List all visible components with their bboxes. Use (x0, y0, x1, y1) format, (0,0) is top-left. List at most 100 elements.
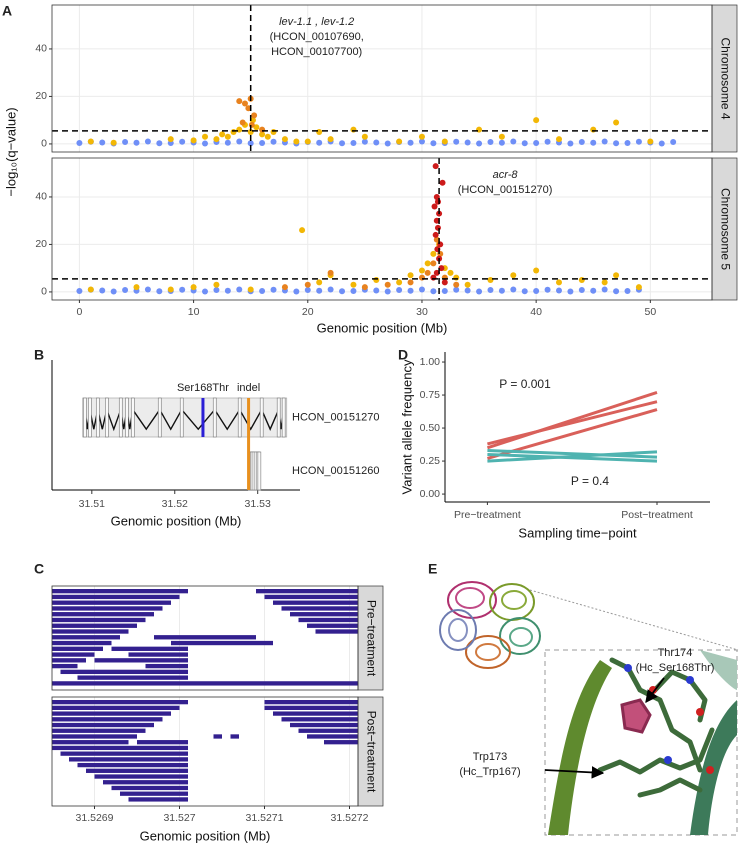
point (533, 267, 540, 274)
x-tick-label: 31.52 (162, 498, 188, 510)
read (52, 606, 163, 611)
panel-background (52, 158, 712, 300)
read (128, 652, 188, 657)
point (230, 129, 237, 136)
point (396, 279, 403, 286)
point (407, 272, 414, 279)
point (361, 133, 368, 140)
facet-strip (711, 157, 738, 301)
exon (237, 397, 242, 438)
read (52, 711, 171, 716)
point (350, 287, 357, 294)
point (167, 136, 174, 143)
point (498, 133, 505, 140)
read (137, 740, 188, 745)
point (396, 138, 403, 145)
point (521, 288, 528, 295)
x-tick-label: 0 (76, 306, 82, 318)
point (424, 260, 431, 267)
point (316, 287, 323, 294)
point (407, 279, 414, 286)
panel-label: D (398, 347, 408, 363)
point (202, 133, 209, 140)
intron (159, 409, 183, 431)
annotation: acr-8 (493, 169, 519, 181)
point (350, 126, 357, 133)
point (133, 139, 140, 146)
exon (125, 397, 129, 438)
point (533, 287, 540, 294)
point (190, 137, 197, 144)
point (213, 287, 220, 294)
panel-label: C (34, 561, 44, 577)
point (432, 231, 439, 238)
x-tick-label: Pre−treatment (454, 509, 521, 521)
exon (105, 397, 109, 438)
gene-body (82, 397, 288, 438)
subunit (465, 635, 511, 669)
series-line (487, 400, 658, 446)
point (434, 224, 441, 231)
subunit (448, 618, 468, 642)
point (156, 140, 163, 147)
series-line (487, 449, 658, 459)
residue-label: (Hc_Ser168Thr) (636, 662, 715, 674)
intron (214, 409, 241, 431)
intron (132, 409, 161, 431)
point (487, 277, 494, 284)
exon (118, 397, 123, 438)
point (487, 287, 494, 294)
point (316, 279, 323, 286)
intron (106, 409, 122, 432)
panel-label: E (428, 561, 437, 577)
read (52, 734, 137, 739)
backbone (597, 727, 715, 775)
point (219, 131, 226, 138)
residue-label: Trp173 (473, 751, 507, 763)
point (339, 140, 346, 147)
point (510, 138, 517, 145)
backbone (637, 777, 703, 798)
read (52, 646, 103, 651)
pentamer (439, 581, 541, 669)
point (438, 265, 445, 272)
point (281, 284, 288, 291)
point (224, 287, 231, 294)
facet-label: Post−treatment (364, 711, 378, 793)
read (230, 734, 239, 739)
point (447, 269, 454, 276)
point (361, 138, 368, 145)
side-chains (597, 657, 715, 798)
series-line (487, 450, 658, 463)
point (251, 112, 258, 119)
point (533, 117, 540, 124)
y-axis-title: −log₁₀(q−value) (3, 107, 18, 196)
annotation: (HCON_00151270) (458, 184, 553, 196)
point (476, 126, 483, 133)
point (407, 287, 414, 294)
point (190, 284, 197, 291)
point (110, 139, 117, 146)
read (128, 797, 188, 802)
y-tick-label: 0.50 (420, 422, 441, 434)
x-tick-label: 31.527 (163, 812, 195, 824)
point (601, 286, 608, 293)
point (433, 269, 440, 276)
point (156, 288, 163, 295)
x-axis-title: Genomic position (Mb) (140, 828, 271, 843)
point (635, 138, 642, 145)
y-tick-label: 40 (35, 43, 47, 55)
point (179, 286, 186, 293)
x-tick-label: 31.5271 (246, 812, 284, 824)
annotation: P = 0.4 (571, 474, 609, 488)
point (339, 288, 346, 295)
read (94, 774, 188, 779)
ribbon (700, 650, 737, 690)
exon (88, 397, 92, 438)
atom (624, 664, 632, 672)
point (248, 121, 255, 128)
panel-background (52, 5, 712, 152)
point (259, 139, 266, 146)
read (94, 658, 188, 663)
read (52, 658, 86, 663)
